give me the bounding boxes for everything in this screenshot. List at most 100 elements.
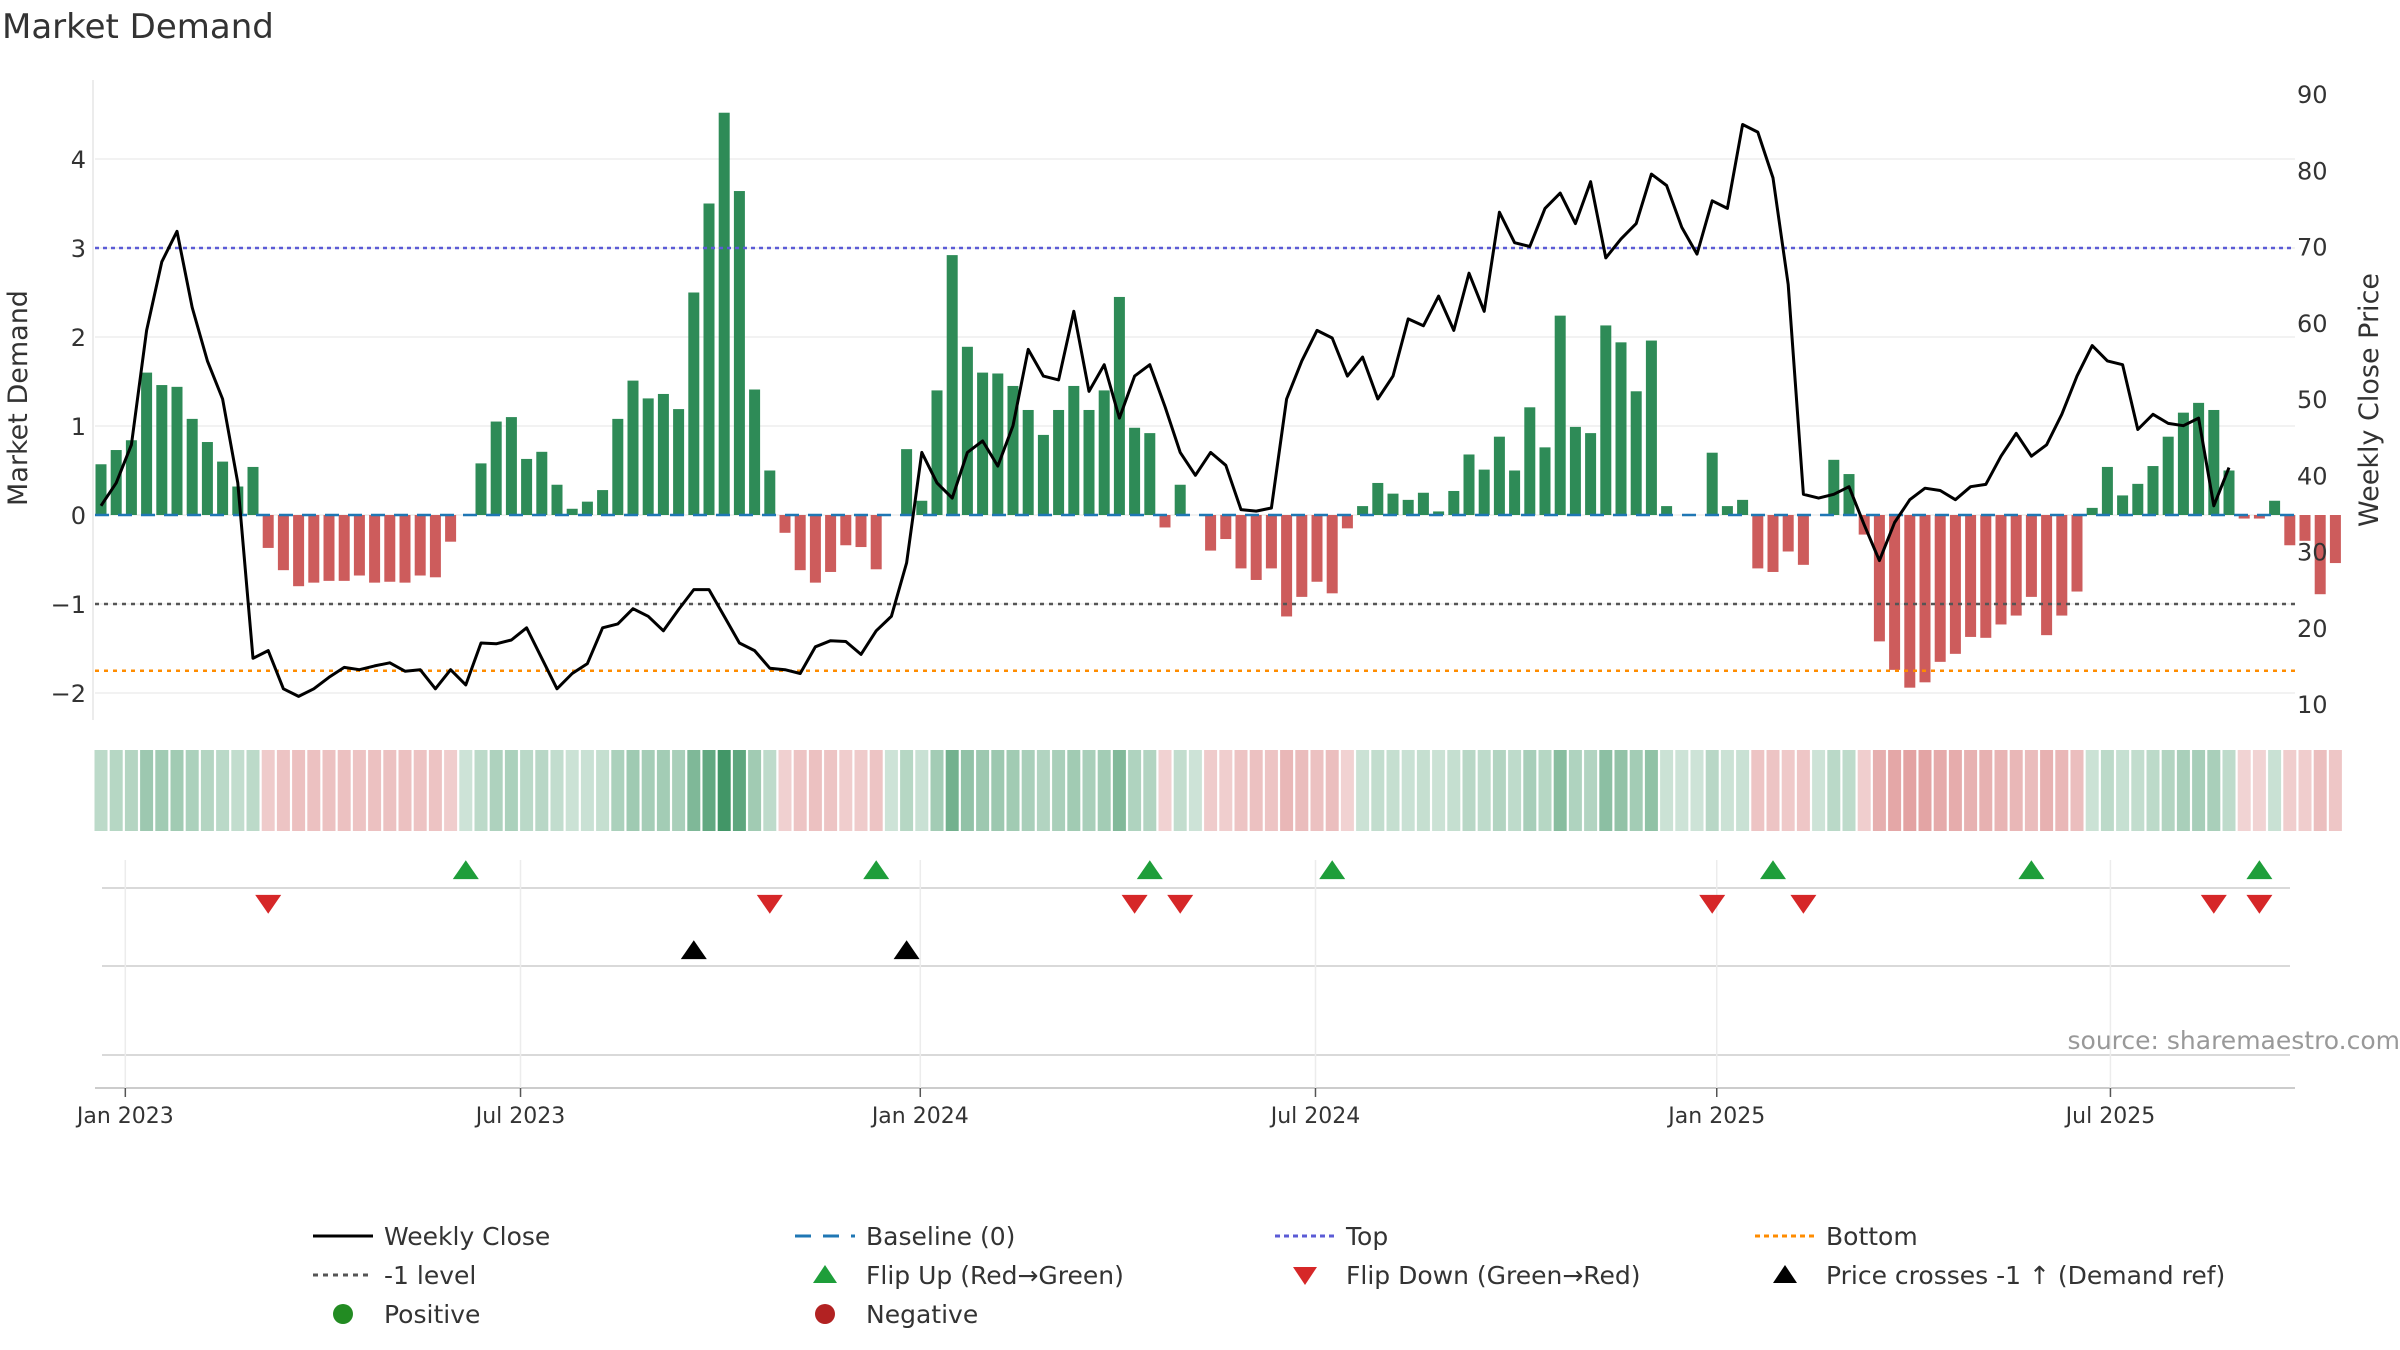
strip-cell-76 xyxy=(1249,750,1263,831)
demand-bar-111 xyxy=(1782,515,1794,552)
demand-bar-16 xyxy=(338,515,350,581)
strip-cell-65 xyxy=(1082,750,1096,831)
strip-cell-99 xyxy=(1599,750,1613,831)
demand-bar-68 xyxy=(1129,427,1141,515)
strip-cell-21 xyxy=(413,750,427,831)
strip-cell-120 xyxy=(1918,750,1932,831)
demand-bar-20 xyxy=(399,515,411,583)
demand-bar-19 xyxy=(384,515,396,582)
demand-bar-110 xyxy=(1767,515,1779,572)
strip-cell-58 xyxy=(976,750,990,831)
demand-bar-141 xyxy=(2238,515,2250,519)
demand-bar-8 xyxy=(217,461,229,515)
right-axis-label: Weekly Close Price xyxy=(2354,273,2385,527)
demand-bar-97 xyxy=(1569,426,1581,515)
strip-cell-20 xyxy=(398,750,412,831)
demand-bar-122 xyxy=(1949,515,1961,654)
price-cross-marker-1 xyxy=(893,940,920,960)
demand-bar-123 xyxy=(1965,515,1977,637)
legend-label-line: Weekly Close xyxy=(384,1222,550,1251)
demand-bar-55 xyxy=(931,390,943,515)
right-tick-label-3: 60 xyxy=(2297,310,2328,338)
strip-cell-52 xyxy=(884,750,898,831)
strip-cell-118 xyxy=(1888,750,1902,831)
strip-cell-68 xyxy=(1128,750,1142,831)
strip-cell-104 xyxy=(1675,750,1689,831)
left-axis-label: Market Demand xyxy=(3,290,34,506)
strip-cell-54 xyxy=(915,750,929,831)
flip-up-marker-5 xyxy=(2018,860,2045,880)
strip-cell-13 xyxy=(292,750,306,831)
legend: Weekly Close Baseline (0) Top Bottom -1 leve… xyxy=(313,1222,2225,1329)
demand-bar-119 xyxy=(1904,515,1916,688)
strip-cell-55 xyxy=(930,750,944,831)
strip-cell-83 xyxy=(1356,750,1370,831)
demand-bar-103 xyxy=(1661,506,1673,515)
strip-cell-134 xyxy=(2131,750,2145,831)
demand-bar-88 xyxy=(1433,511,1445,515)
strip-cell-136 xyxy=(2161,750,2175,831)
strip-cell-75 xyxy=(1234,750,1248,831)
demand-bar-25 xyxy=(475,463,487,515)
strip-cell-116 xyxy=(1857,750,1871,831)
demand-bar-31 xyxy=(566,508,578,515)
demand-bar-22 xyxy=(429,515,441,578)
legend-handle-flip-down xyxy=(1293,1267,1317,1285)
legend-label-top: Top xyxy=(1345,1222,1388,1251)
strip-cell-22 xyxy=(428,750,442,831)
left-tick-label-1: 3 xyxy=(71,235,86,263)
strip-cell-124 xyxy=(1979,750,1993,831)
demand-bar-2 xyxy=(125,440,137,515)
demand-bar-4 xyxy=(156,385,168,515)
right-tick-label-2: 70 xyxy=(2297,234,2328,262)
flip-up-marker-6 xyxy=(2246,860,2273,880)
strip-cell-18 xyxy=(368,750,382,831)
demand-bar-78 xyxy=(1281,515,1293,617)
strip-cell-57 xyxy=(960,750,974,831)
demand-bar-102 xyxy=(1645,340,1657,515)
strip-cell-77 xyxy=(1264,750,1278,831)
demand-bar-85 xyxy=(1387,493,1399,515)
demand-bar-51 xyxy=(870,515,882,570)
demand-bar-9 xyxy=(232,486,244,515)
strip-cell-35 xyxy=(626,750,640,831)
demand-bar-0 xyxy=(95,464,107,515)
strip-cell-130 xyxy=(2070,750,2084,831)
strip-cell-64 xyxy=(1067,750,1081,831)
legend-label-flip-up: Flip Up (Red→Green) xyxy=(866,1261,1124,1290)
left-tick-label-2: 2 xyxy=(71,324,86,352)
demand-bar-137 xyxy=(2177,412,2189,515)
demand-bar-139 xyxy=(2208,409,2220,515)
demand-bar-28 xyxy=(521,458,533,515)
flip-up-marker-1 xyxy=(863,860,890,880)
strip-cell-91 xyxy=(1477,750,1491,831)
strip-cell-69 xyxy=(1143,750,1157,831)
strip-cell-71 xyxy=(1173,750,1187,831)
demand-bar-17 xyxy=(353,515,365,576)
strip-cell-121 xyxy=(1933,750,1947,831)
demand-bar-93 xyxy=(1509,470,1521,515)
flip-up-marker-4 xyxy=(1760,860,1786,880)
strip-cell-138 xyxy=(2192,750,2206,831)
demand-bar-132 xyxy=(2101,466,2113,515)
right-tick-label-8: 10 xyxy=(2297,691,2328,719)
demand-bar-135 xyxy=(2147,466,2159,515)
demand-bar-65 xyxy=(1083,409,1095,515)
demand-bar-35 xyxy=(627,380,639,515)
demand-bar-121 xyxy=(1934,515,1946,662)
demand-bar-70 xyxy=(1159,515,1171,528)
demand-bar-83 xyxy=(1357,506,1369,515)
demand-bar-109 xyxy=(1752,515,1764,569)
x-tick-label-0: Jan 2023 xyxy=(75,1104,174,1129)
demand-bar-125 xyxy=(1995,515,2007,625)
strip-cell-45 xyxy=(778,750,792,831)
strip-cell-89 xyxy=(1447,750,1461,831)
strip-cell-34 xyxy=(611,750,625,831)
demand-bar-43 xyxy=(749,389,761,515)
strip-cell-86 xyxy=(1401,750,1415,831)
demand-bar-64 xyxy=(1068,385,1080,515)
right-tick-label-7: 20 xyxy=(2297,615,2328,643)
demand-bar-26 xyxy=(490,421,502,515)
demand-bar-15 xyxy=(323,515,335,581)
